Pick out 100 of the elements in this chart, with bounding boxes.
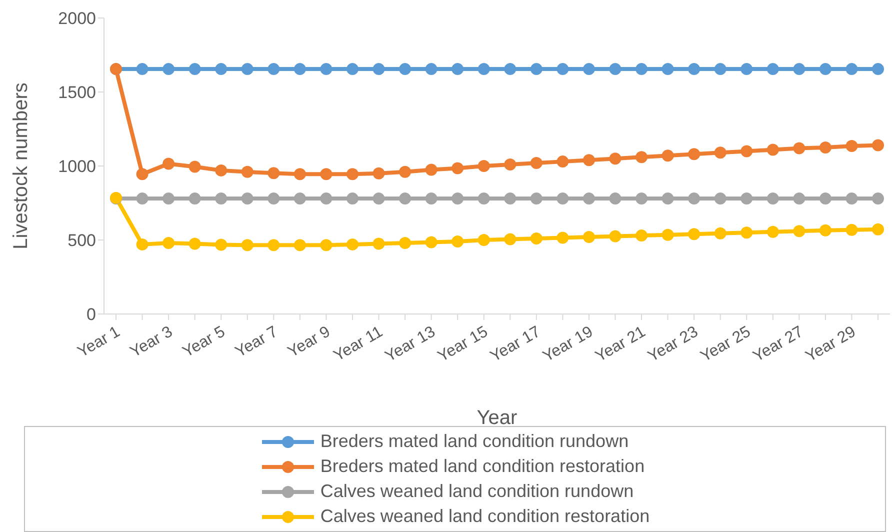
point — [268, 167, 280, 180]
point — [136, 238, 148, 250]
point — [766, 192, 779, 205]
point — [478, 160, 490, 172]
point — [556, 63, 569, 76]
point — [136, 63, 148, 76]
point — [452, 192, 464, 205]
point — [609, 152, 622, 165]
point — [294, 192, 306, 205]
point — [425, 192, 438, 205]
point — [136, 168, 148, 180]
point — [556, 232, 569, 244]
point — [530, 63, 542, 76]
point — [452, 162, 464, 174]
point — [582, 192, 595, 205]
y-tick-label: 500 — [68, 231, 96, 250]
point — [372, 167, 385, 180]
point — [452, 63, 464, 76]
point — [294, 239, 306, 252]
point — [609, 192, 622, 205]
point — [268, 239, 280, 252]
point — [215, 63, 228, 76]
point — [188, 63, 201, 76]
point — [688, 192, 700, 205]
point — [740, 63, 753, 76]
point — [872, 63, 884, 76]
point — [136, 192, 148, 205]
point — [530, 232, 542, 245]
point — [819, 63, 832, 76]
point — [372, 238, 385, 250]
point — [188, 238, 201, 250]
point — [714, 192, 726, 205]
point — [478, 63, 490, 76]
point — [504, 192, 516, 205]
y-tick-label: 2000 — [58, 9, 96, 28]
point — [504, 158, 516, 171]
point — [662, 150, 674, 162]
point — [688, 228, 700, 240]
point — [530, 192, 542, 205]
y-tick-label: 0 — [86, 305, 96, 324]
point — [819, 224, 832, 236]
point — [215, 164, 228, 176]
point — [188, 192, 201, 205]
point — [215, 238, 228, 251]
point — [294, 63, 306, 76]
point — [740, 145, 753, 158]
point — [636, 230, 648, 242]
point — [399, 192, 412, 205]
point — [766, 226, 779, 238]
legend-label: Breders mated land condition restoration — [320, 456, 645, 477]
point — [346, 192, 358, 205]
point — [425, 63, 438, 76]
point — [268, 192, 280, 205]
point — [609, 63, 622, 76]
point — [425, 236, 438, 248]
point — [478, 192, 490, 205]
legend-label: Calves weaned land condition rundown — [320, 481, 634, 502]
point — [241, 166, 254, 178]
point — [793, 225, 806, 238]
point — [215, 192, 228, 205]
point — [662, 63, 674, 76]
point — [294, 168, 306, 180]
point — [582, 63, 595, 76]
point — [793, 63, 806, 76]
point — [162, 158, 175, 170]
y-axis-title: Livestock numbers — [10, 82, 32, 250]
point — [688, 148, 700, 160]
point — [636, 63, 648, 76]
point — [872, 223, 884, 236]
point — [346, 238, 358, 250]
point — [872, 192, 884, 205]
x-axis-title: Year — [476, 407, 518, 429]
point — [556, 156, 569, 168]
point — [241, 239, 254, 252]
point — [452, 235, 464, 248]
y-tick-label: 1500 — [58, 83, 96, 102]
point — [320, 168, 332, 180]
point — [504, 63, 516, 76]
point — [688, 63, 700, 76]
point — [714, 146, 726, 159]
point — [846, 63, 858, 76]
point — [872, 139, 884, 152]
point — [241, 63, 254, 76]
point — [162, 63, 175, 76]
point — [372, 63, 385, 76]
y-tick-label: 1000 — [58, 157, 96, 176]
point — [478, 234, 490, 246]
point — [320, 192, 332, 205]
point — [320, 63, 332, 76]
point — [268, 63, 280, 76]
point — [399, 236, 412, 249]
point — [819, 192, 832, 205]
point — [241, 192, 254, 205]
x-tick-label: Year 1 — [74, 323, 124, 361]
point — [425, 164, 438, 176]
point — [714, 227, 726, 240]
point — [714, 63, 726, 76]
point — [162, 236, 175, 249]
point — [346, 63, 358, 76]
point — [846, 224, 858, 236]
